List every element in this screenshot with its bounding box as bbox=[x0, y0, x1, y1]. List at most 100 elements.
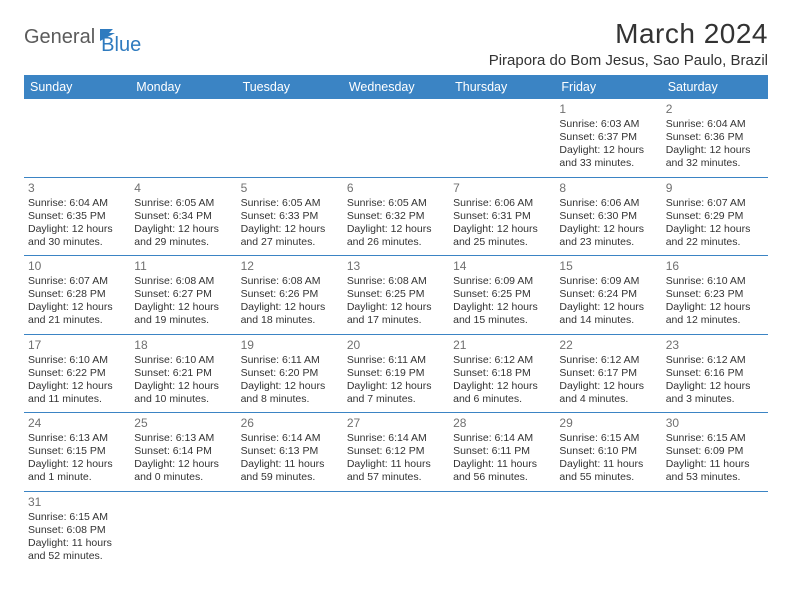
calendar-day-cell: 8Sunrise: 6:06 AMSunset: 6:30 PMDaylight… bbox=[555, 177, 661, 256]
calendar-week-row: 10Sunrise: 6:07 AMSunset: 6:28 PM Dayligh… bbox=[24, 256, 768, 335]
sunset-line: Sunset: 6:14 PM bbox=[134, 445, 232, 458]
daylight-line: and 52 minutes. bbox=[28, 550, 126, 563]
day-number: 24 bbox=[28, 416, 126, 431]
calendar-day-cell: 22Sunrise: 6:12 AMSunset: 6:17 PMDayligh… bbox=[555, 334, 661, 413]
calendar-day-cell: 2Sunrise: 6:04 AMSunset: 6:36 PMDaylight… bbox=[662, 99, 768, 177]
calendar-day-cell: 6Sunrise: 6:05 AMSunset: 6:32 PMDaylight… bbox=[343, 177, 449, 256]
calendar-day-cell bbox=[662, 491, 768, 569]
sunrise-line: Sunrise: 6:13 AM bbox=[28, 432, 126, 445]
daylight-line: and 26 minutes. bbox=[347, 236, 445, 249]
daylight-line: and 21 minutes. bbox=[28, 314, 126, 327]
sunrise-line: Sunrise: 6:08 AM bbox=[241, 275, 339, 288]
day-number: 11 bbox=[134, 259, 232, 274]
sunset-line: Sunset: 6:34 PM bbox=[134, 210, 232, 223]
daylight-line: and 27 minutes. bbox=[241, 236, 339, 249]
daylight-line: Daylight: 12 hours bbox=[241, 380, 339, 393]
daylight-line: Daylight: 12 hours bbox=[134, 223, 232, 236]
calendar-table: Sunday Monday Tuesday Wednesday Thursday… bbox=[24, 75, 768, 569]
sunrise-line: Sunrise: 6:04 AM bbox=[666, 118, 764, 131]
daylight-line: and 32 minutes. bbox=[666, 157, 764, 170]
calendar-day-cell: 25Sunrise: 6:13 AMSunset: 6:14 PMDayligh… bbox=[130, 413, 236, 492]
sunrise-line: Sunrise: 6:04 AM bbox=[28, 197, 126, 210]
sunrise-line: Sunrise: 6:09 AM bbox=[559, 275, 657, 288]
sunset-line: Sunset: 6:19 PM bbox=[347, 367, 445, 380]
daylight-line: Daylight: 12 hours bbox=[28, 223, 126, 236]
calendar-week-row: 17Sunrise: 6:10 AMSunset: 6:22 PMDayligh… bbox=[24, 334, 768, 413]
sunset-line: Sunset: 6:21 PM bbox=[134, 367, 232, 380]
day-number: 23 bbox=[666, 338, 764, 353]
calendar-day-cell: 20Sunrise: 6:11 AMSunset: 6:19 PMDayligh… bbox=[343, 334, 449, 413]
day-number: 16 bbox=[666, 259, 764, 274]
sunset-line: Sunset: 6:37 PM bbox=[559, 131, 657, 144]
calendar-day-cell: 1Sunrise: 6:03 AMSunset: 6:37 PMDaylight… bbox=[555, 99, 661, 177]
day-number: 2 bbox=[666, 102, 764, 117]
sunrise-line: Sunrise: 6:07 AM bbox=[666, 197, 764, 210]
calendar-day-cell: 12Sunrise: 6:08 AMSunset: 6:26 PMDayligh… bbox=[237, 256, 343, 335]
sunset-line: Sunset: 6:25 PM bbox=[453, 288, 551, 301]
weekday-header: Monday bbox=[130, 75, 236, 99]
calendar-day-cell bbox=[24, 99, 130, 177]
daylight-line: and 1 minute. bbox=[28, 471, 126, 484]
daylight-line: Daylight: 12 hours bbox=[559, 380, 657, 393]
sunset-line: Sunset: 6:32 PM bbox=[347, 210, 445, 223]
daylight-line: Daylight: 12 hours bbox=[134, 458, 232, 471]
daylight-line: and 56 minutes. bbox=[453, 471, 551, 484]
header: General Blue March 2024 Pirapora do Bom … bbox=[24, 18, 768, 69]
sunset-line: Sunset: 6:30 PM bbox=[559, 210, 657, 223]
day-number: 6 bbox=[347, 181, 445, 196]
daylight-line: and 57 minutes. bbox=[347, 471, 445, 484]
daylight-line: Daylight: 12 hours bbox=[28, 458, 126, 471]
calendar-day-cell bbox=[130, 99, 236, 177]
calendar-week-row: 24Sunrise: 6:13 AMSunset: 6:15 PMDayligh… bbox=[24, 413, 768, 492]
calendar-day-cell: 13Sunrise: 6:08 AMSunset: 6:25 PMDayligh… bbox=[343, 256, 449, 335]
daylight-line: and 22 minutes. bbox=[666, 236, 764, 249]
title-block: March 2024 Pirapora do Bom Jesus, Sao Pa… bbox=[489, 18, 768, 69]
daylight-line: and 55 minutes. bbox=[559, 471, 657, 484]
weekday-header: Saturday bbox=[662, 75, 768, 99]
sunset-line: Sunset: 6:31 PM bbox=[453, 210, 551, 223]
day-number: 10 bbox=[28, 259, 126, 274]
sunrise-line: Sunrise: 6:11 AM bbox=[241, 354, 339, 367]
daylight-line: and 0 minutes. bbox=[134, 471, 232, 484]
daylight-line: Daylight: 11 hours bbox=[666, 458, 764, 471]
daylight-line: Daylight: 12 hours bbox=[347, 223, 445, 236]
calendar-day-cell: 30Sunrise: 6:15 AMSunset: 6:09 PMDayligh… bbox=[662, 413, 768, 492]
calendar-day-cell bbox=[237, 99, 343, 177]
daylight-line: and 59 minutes. bbox=[241, 471, 339, 484]
weekday-header: Thursday bbox=[449, 75, 555, 99]
sunset-line: Sunset: 6:16 PM bbox=[666, 367, 764, 380]
sunrise-line: Sunrise: 6:10 AM bbox=[28, 354, 126, 367]
sunset-line: Sunset: 6:28 PM bbox=[28, 288, 126, 301]
brand-text-blue: Blue bbox=[101, 34, 141, 57]
day-number: 13 bbox=[347, 259, 445, 274]
day-number: 3 bbox=[28, 181, 126, 196]
calendar-day-cell: 26Sunrise: 6:14 AMSunset: 6:13 PMDayligh… bbox=[237, 413, 343, 492]
calendar-day-cell: 10Sunrise: 6:07 AMSunset: 6:28 PMDayligh… bbox=[24, 256, 130, 335]
sunrise-line: Sunrise: 6:15 AM bbox=[559, 432, 657, 445]
sunrise-line: Sunrise: 6:07 AM bbox=[28, 275, 126, 288]
sunset-line: Sunset: 6:36 PM bbox=[666, 131, 764, 144]
day-number: 9 bbox=[666, 181, 764, 196]
sunrise-line: Sunrise: 6:08 AM bbox=[347, 275, 445, 288]
sunrise-line: Sunrise: 6:05 AM bbox=[241, 197, 339, 210]
sunset-line: Sunset: 6:17 PM bbox=[559, 367, 657, 380]
weekday-header: Wednesday bbox=[343, 75, 449, 99]
daylight-line: Daylight: 12 hours bbox=[559, 301, 657, 314]
calendar-day-cell: 24Sunrise: 6:13 AMSunset: 6:15 PMDayligh… bbox=[24, 413, 130, 492]
daylight-line: and 19 minutes. bbox=[134, 314, 232, 327]
daylight-line: and 18 minutes. bbox=[241, 314, 339, 327]
calendar-day-cell: 27Sunrise: 6:14 AMSunset: 6:12 PMDayligh… bbox=[343, 413, 449, 492]
sunrise-line: Sunrise: 6:06 AM bbox=[453, 197, 551, 210]
daylight-line: and 4 minutes. bbox=[559, 393, 657, 406]
sunrise-line: Sunrise: 6:05 AM bbox=[347, 197, 445, 210]
sunrise-line: Sunrise: 6:14 AM bbox=[241, 432, 339, 445]
calendar-day-cell: 23Sunrise: 6:12 AMSunset: 6:16 PMDayligh… bbox=[662, 334, 768, 413]
sunset-line: Sunset: 6:11 PM bbox=[453, 445, 551, 458]
sunset-line: Sunset: 6:26 PM bbox=[241, 288, 339, 301]
daylight-line: Daylight: 11 hours bbox=[453, 458, 551, 471]
daylight-line: Daylight: 12 hours bbox=[453, 223, 551, 236]
day-number: 31 bbox=[28, 495, 126, 510]
sunset-line: Sunset: 6:18 PM bbox=[453, 367, 551, 380]
calendar-day-cell: 28Sunrise: 6:14 AMSunset: 6:11 PMDayligh… bbox=[449, 413, 555, 492]
daylight-line: and 23 minutes. bbox=[559, 236, 657, 249]
